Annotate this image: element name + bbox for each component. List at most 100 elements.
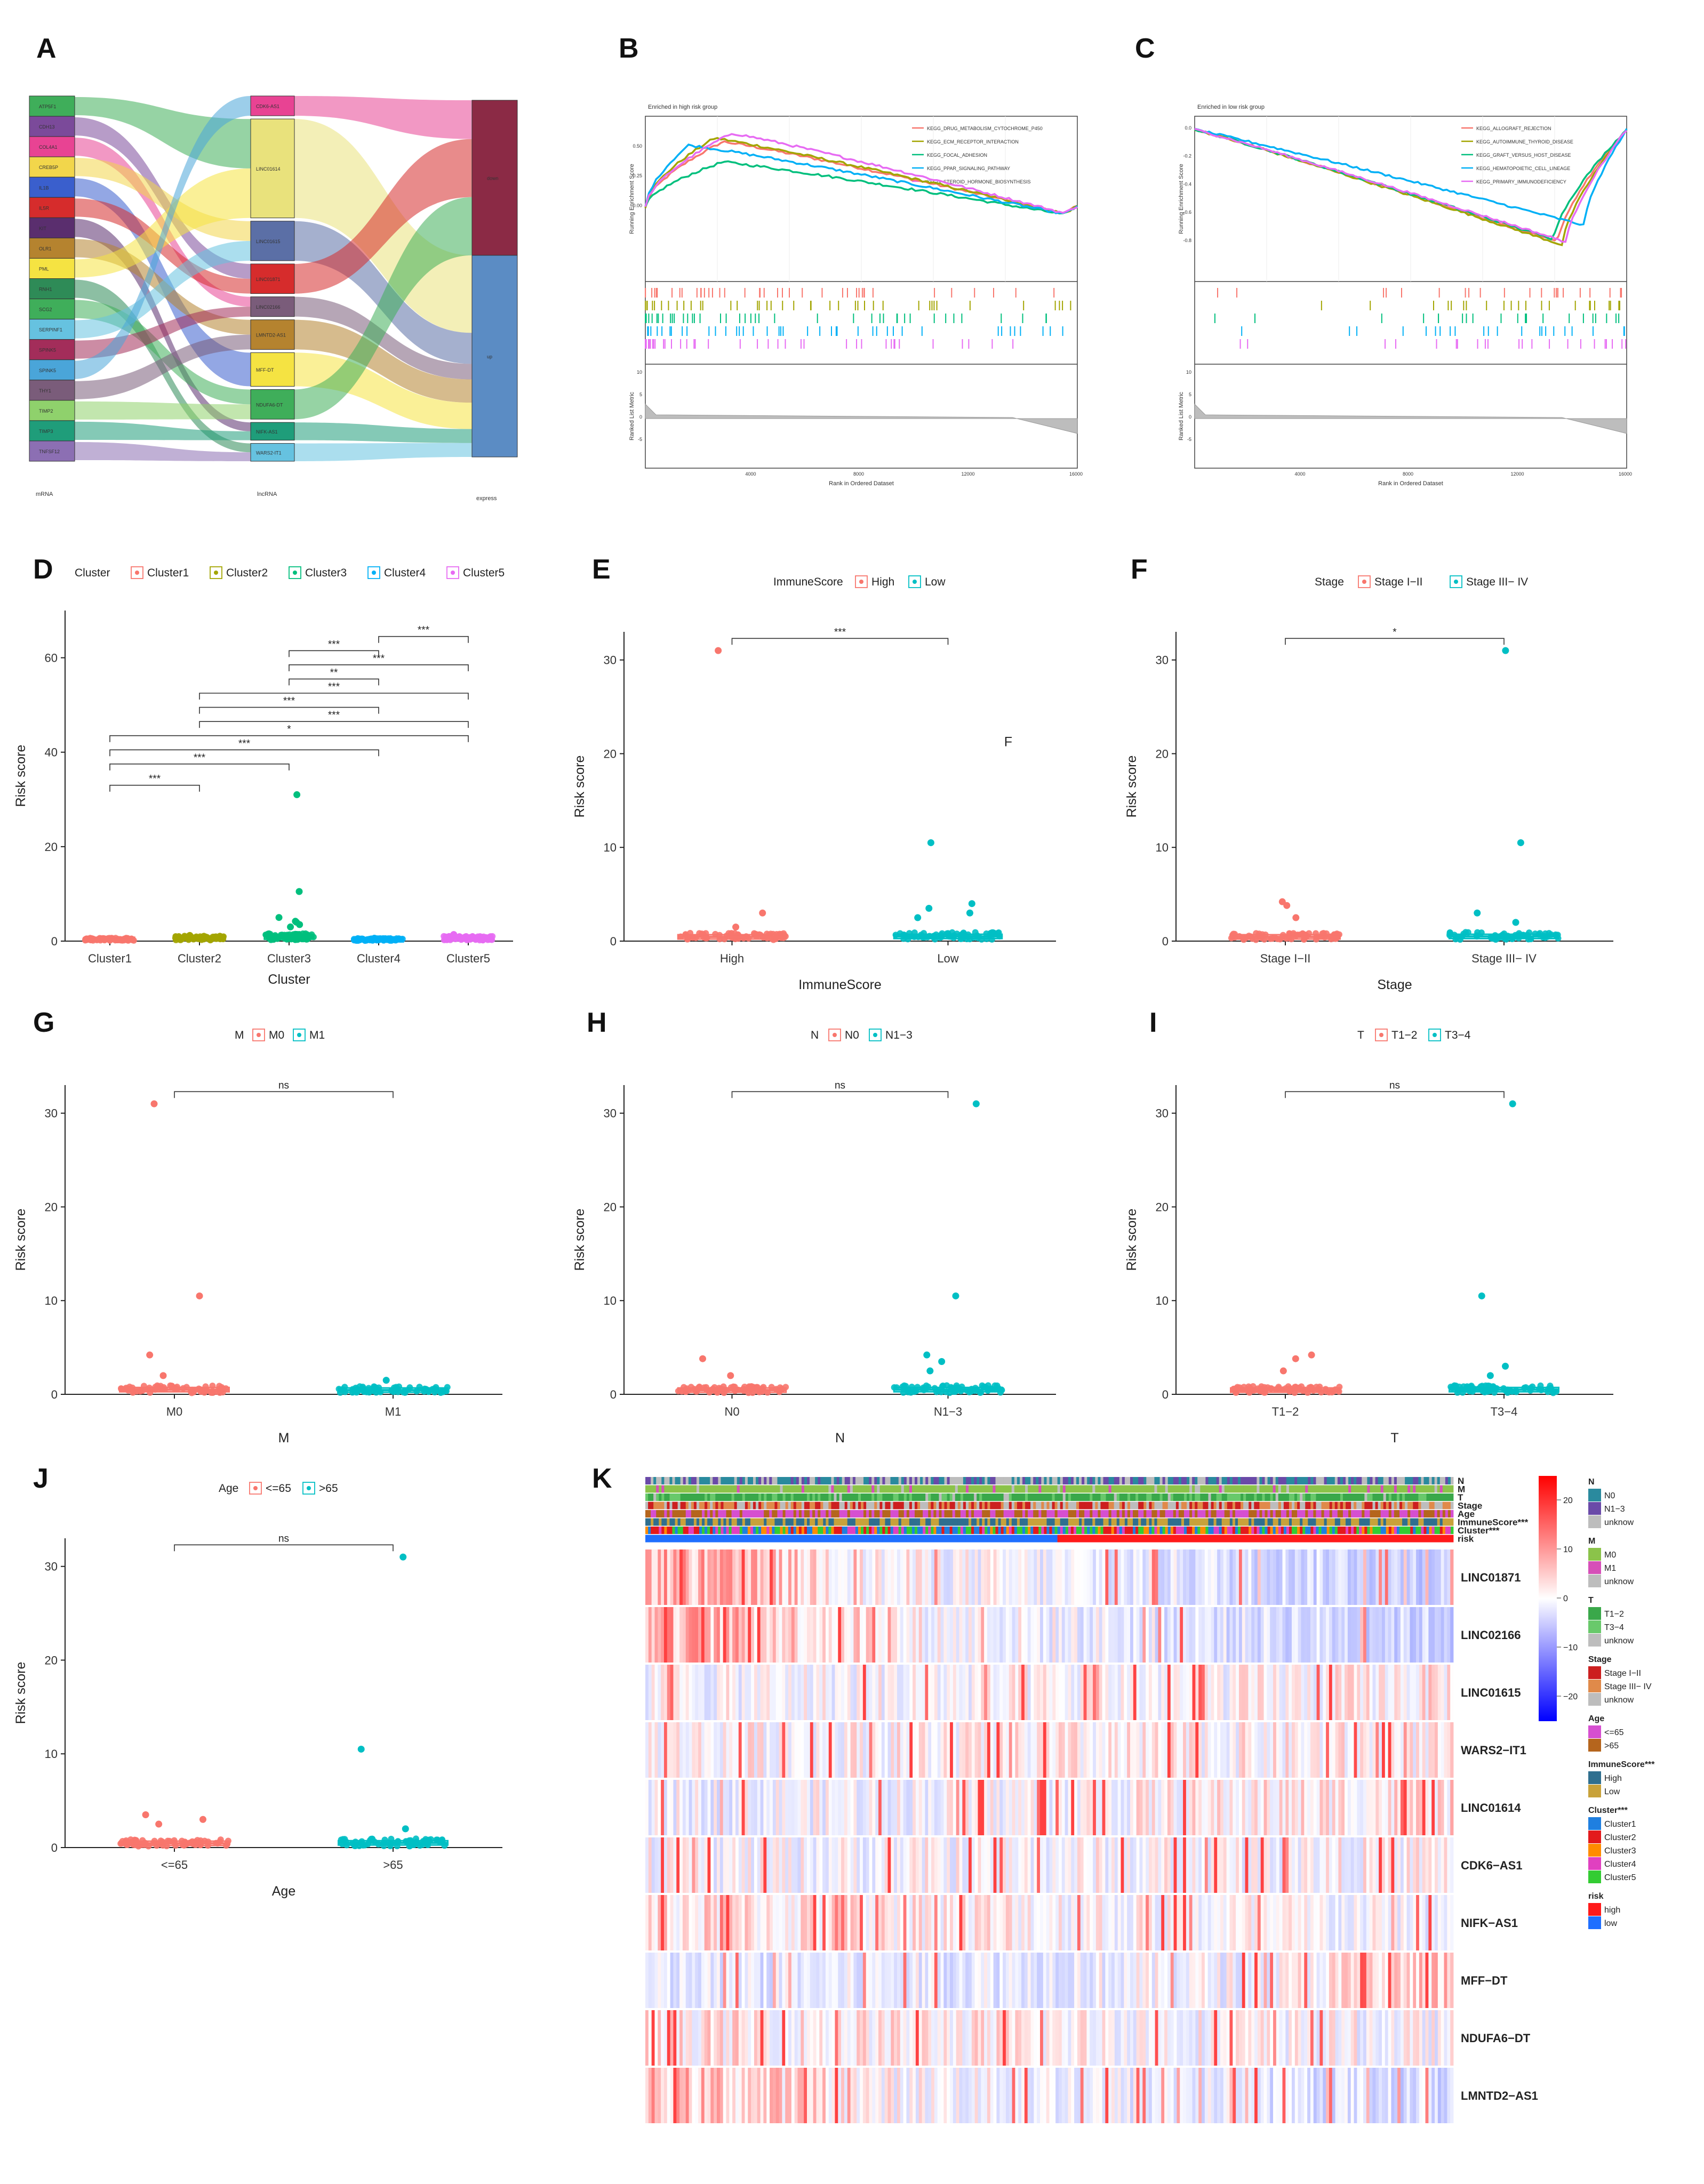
heatmap-cell <box>1338 1607 1342 1663</box>
annotation-cell <box>1437 1477 1441 1484</box>
significance-bracket <box>289 664 469 671</box>
annotation-cell <box>1313 1527 1316 1534</box>
annotation-cell <box>1265 1518 1268 1526</box>
annotation-cell <box>1006 1502 1010 1509</box>
annotation-cell <box>1003 1494 1007 1501</box>
annotation-cell <box>1111 1510 1115 1517</box>
annotation-cell <box>1213 1510 1217 1517</box>
annotation-cell <box>1340 1485 1343 1493</box>
heatmap-cell <box>969 1607 972 1663</box>
annotation-cell <box>960 1485 964 1493</box>
heatmap-cell <box>1326 1607 1330 1663</box>
annotation-cell <box>1017 1477 1020 1484</box>
annotation-cell <box>1082 1502 1085 1509</box>
heatmap-cell <box>1388 1607 1391 1663</box>
heatmap-cell <box>872 1665 876 1720</box>
annotation-cell <box>1246 1518 1249 1526</box>
annotation-cell <box>1211 1510 1214 1517</box>
annotation-cell <box>1165 1535 1169 1543</box>
heatmap-cell <box>1263 1607 1267 1663</box>
annotation-cell <box>1321 1502 1324 1509</box>
annotation-cell <box>1235 1510 1238 1517</box>
heatmap-cell <box>844 1665 848 1720</box>
annotation-cell <box>1275 1535 1279 1543</box>
annotation-cell <box>1372 1494 1375 1501</box>
annotation-cell <box>957 1485 961 1493</box>
annotation-cell <box>1065 1494 1069 1501</box>
annotation-cell <box>1200 1502 1203 1509</box>
annotation-cell <box>1090 1535 1093 1543</box>
annotation-cell <box>974 1477 977 1484</box>
annotation-cell <box>979 1527 982 1534</box>
heatmap-cell <box>1217 1607 1221 1663</box>
annotation-cell <box>1173 1518 1177 1526</box>
annotation-cell <box>985 1527 988 1534</box>
annotation-cell <box>653 1510 657 1517</box>
annotation-cell <box>669 1502 673 1509</box>
annotation-cell <box>1415 1477 1419 1484</box>
heatmap-cell <box>782 1607 786 1663</box>
annotation-cell <box>721 1527 724 1534</box>
annotation-cell <box>1017 1518 1020 1526</box>
annotation-cell <box>1316 1535 1319 1543</box>
annotation-cell <box>1141 1510 1144 1517</box>
annotation-cell <box>1028 1485 1031 1493</box>
annotation-cell <box>1213 1494 1217 1501</box>
annotation-cell <box>952 1510 956 1517</box>
annotation-cell <box>788 1518 791 1526</box>
annotation-cell <box>933 1527 937 1534</box>
annotation-cell <box>890 1535 893 1543</box>
heatmap-cell <box>1345 1607 1348 1663</box>
annotation-cell <box>688 1527 692 1534</box>
annotation-cell <box>1178 1485 1182 1493</box>
annotation-cell <box>1044 1477 1047 1484</box>
heatmap-cell <box>1242 1549 1245 1605</box>
annotation-cell <box>790 1527 794 1534</box>
annotation-cell <box>1356 1494 1359 1501</box>
heatmap-cell <box>1117 1607 1121 1663</box>
annotation-cell <box>844 1477 848 1484</box>
annotation-cell <box>793 1518 797 1526</box>
annotation-cell <box>1394 1477 1397 1484</box>
legend-key-dot <box>1433 1033 1437 1037</box>
heatmap-cell <box>791 1549 795 1605</box>
annotation-cell <box>1410 1527 1413 1534</box>
annotation-cell <box>1135 1518 1139 1526</box>
annotation-cell <box>1009 1535 1012 1543</box>
annotation-cell <box>952 1535 956 1543</box>
annotation-cell <box>1262 1510 1265 1517</box>
annotation-cell <box>965 1527 969 1534</box>
data-point-outlier <box>1512 919 1519 926</box>
annotation-cell <box>1289 1510 1292 1517</box>
annotation-cell <box>790 1535 794 1543</box>
heatmap-cell <box>1335 1549 1339 1605</box>
annotation-cell <box>887 1485 891 1493</box>
legend-key-dot <box>1379 1033 1383 1037</box>
annotation-cell <box>1405 1535 1408 1543</box>
annotation-cell <box>810 1518 813 1526</box>
annotation-cell <box>1092 1502 1095 1509</box>
annotation-cell <box>1065 1535 1069 1543</box>
heatmap-cell <box>1238 1607 1243 1663</box>
annotation-cell <box>683 1535 686 1543</box>
heatmap-cell <box>1142 1549 1146 1605</box>
annotation-cell <box>1305 1485 1308 1493</box>
annotation-cell <box>1049 1502 1052 1509</box>
annotation-cell <box>723 1502 726 1509</box>
gsea-ytick: -0.8 <box>1183 238 1191 243</box>
heatmap-cell <box>1105 1549 1109 1605</box>
gsea-xtick: 12000 <box>962 471 975 477</box>
annotation-cell <box>1092 1494 1095 1501</box>
annotation-cell <box>1001 1485 1004 1493</box>
heatmap-cell <box>785 1665 789 1720</box>
annotation-cell <box>903 1494 907 1501</box>
annotation-cell <box>1246 1527 1249 1534</box>
annotation-cell <box>1292 1477 1295 1484</box>
annotation-cell <box>1108 1502 1112 1509</box>
annotation-cell <box>1367 1494 1370 1501</box>
gsea-ylabel: Running Enrichment Score <box>629 164 635 234</box>
annotation-cell <box>1321 1535 1324 1543</box>
annotation-cell <box>766 1485 770 1493</box>
heatmap-cell <box>698 1549 702 1605</box>
significance-bracket <box>174 1544 394 1552</box>
